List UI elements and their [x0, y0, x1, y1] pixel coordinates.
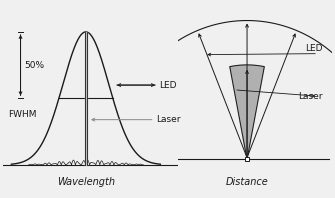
- Text: LED: LED: [159, 81, 177, 89]
- Polygon shape: [85, 32, 87, 165]
- Polygon shape: [230, 65, 264, 159]
- Text: Wavelength: Wavelength: [57, 177, 115, 187]
- Text: LED: LED: [305, 44, 323, 53]
- Bar: [245, 157, 249, 161]
- Text: FWHM: FWHM: [8, 110, 37, 119]
- Text: Laser: Laser: [298, 92, 323, 101]
- Text: Distance: Distance: [226, 177, 268, 187]
- Text: Laser: Laser: [156, 115, 180, 124]
- Text: 50%: 50%: [24, 61, 44, 70]
